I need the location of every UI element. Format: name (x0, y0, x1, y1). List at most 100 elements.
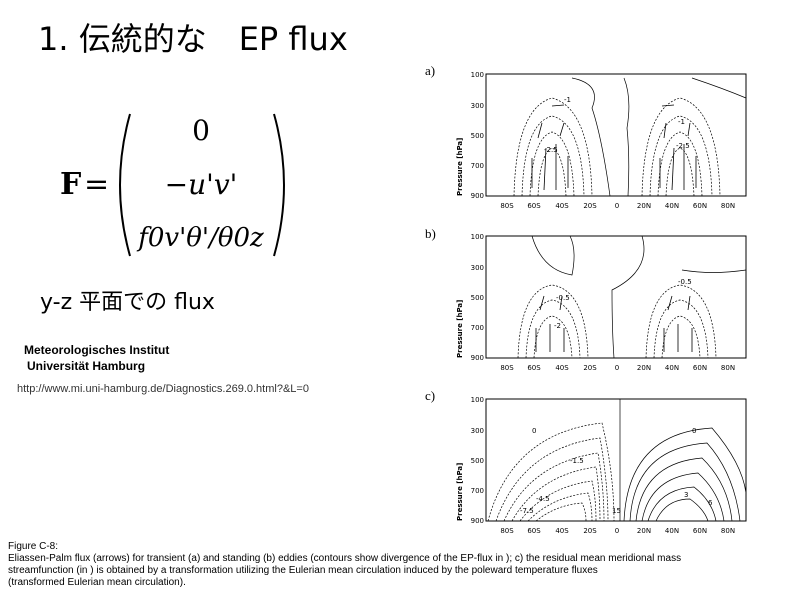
institute-name: Meteorologisches Institut (24, 343, 170, 357)
equation-row-2: −u'v' (165, 168, 238, 201)
ytick: 900 (471, 354, 484, 362)
x-ticks: 80S 60S 40S 20S 0 20N 40N 60N 80N (500, 202, 735, 210)
arrow (551, 104, 565, 107)
x-ticks: 80S 60S 40S 20S 0 20N 40N 60N 80N (500, 527, 735, 535)
contour (495, 437, 609, 522)
slide-title: 1. 伝統的な EP flux (38, 20, 348, 58)
contours (513, 97, 721, 197)
right-paren (273, 113, 285, 257)
contour (645, 284, 717, 359)
xtick: 40N (665, 202, 679, 210)
caption-line: streamfunction (in ) is obtained by a tr… (8, 565, 598, 576)
panel-b-plot: Pressure [hPa] 100 300 500 700 900 80S 6… (456, 233, 747, 372)
xtick: 80N (721, 527, 735, 535)
left-paren (119, 113, 131, 257)
contour-label: 0 (692, 427, 696, 435)
contour-label: 6 (708, 499, 713, 507)
contour-label: 0 (532, 427, 536, 435)
ytick: 900 (471, 517, 484, 525)
contour (535, 502, 587, 522)
xtick: 80N (721, 364, 735, 372)
contours (517, 284, 717, 359)
xtick: 80S (500, 364, 514, 372)
equation-row-3: f0v'θ'/θ0z (136, 223, 264, 253)
xtick: 60N (693, 527, 707, 535)
equation-lhs: F (60, 167, 81, 202)
xtick: 40S (555, 364, 569, 372)
figure-caption: Figure C-8: Eliassen-Palm flux (arrows) … (8, 541, 798, 589)
contour (655, 498, 709, 522)
contours-solid (571, 77, 747, 197)
contour-label: -2.5 (544, 146, 558, 154)
contours-solid (531, 235, 747, 359)
ytick: 900 (471, 192, 484, 200)
contour (641, 97, 721, 197)
contour (533, 315, 573, 359)
xtick: 20N (637, 527, 651, 535)
arrow (671, 147, 675, 191)
panel-a-label: a) (425, 63, 436, 78)
contour-label: -7.5 (520, 507, 534, 515)
ep-flux-equation: F = 0 −u'v' f0v'θ'/θ0z (60, 113, 285, 257)
ytick: 500 (471, 294, 484, 302)
contours (487, 422, 615, 522)
ytick: 500 (471, 132, 484, 140)
xtick: 0 (615, 364, 619, 372)
xtick: 60S (527, 527, 541, 535)
arrow (537, 122, 543, 139)
contour (521, 115, 585, 197)
xtick: 40S (555, 527, 569, 535)
y-ticks: 100 300 500 700 900 (471, 71, 484, 200)
xtick: 20S (583, 364, 597, 372)
arrow (663, 122, 667, 139)
contour (611, 235, 645, 359)
contour (531, 235, 575, 276)
y-axis-label: Pressure [hPa] (456, 300, 464, 358)
arrow (667, 295, 673, 311)
panel-a-plot: Pressure [hPa] 100 300 500 700 900 80S 6… (456, 71, 747, 210)
xtick: 60S (527, 364, 541, 372)
contour-labels: -0.5 -0.5 -2 (554, 278, 692, 330)
contour (527, 492, 593, 522)
ep-flux-arrows (535, 295, 693, 352)
contour (691, 77, 747, 99)
x-ticks: 80S 60S 40S 20S 0 20N 40N 60N 80N (500, 364, 735, 372)
arrow (539, 295, 545, 311)
contour (649, 115, 713, 197)
ytick: 700 (471, 162, 484, 170)
caption-line: Eliassen-Palm flux (arrows) for transien… (8, 553, 682, 564)
contour (503, 452, 605, 522)
contour (571, 77, 611, 197)
contour-label: -2 (554, 322, 561, 330)
contour (529, 131, 575, 197)
contour (511, 466, 601, 522)
ytick: 300 (471, 102, 484, 110)
contour-label: -0.5 (556, 294, 570, 302)
contour (647, 486, 717, 522)
xtick: 60S (527, 202, 541, 210)
contour-label: -2.5 (676, 142, 690, 150)
xtick: 20N (637, 202, 651, 210)
contour (537, 147, 567, 197)
equation-equals: = (84, 167, 109, 202)
source-url[interactable]: http://www.mi.uni-hamburg.de/Diagnostics… (17, 383, 309, 395)
ytick: 100 (471, 71, 484, 79)
xtick: 80S (500, 202, 514, 210)
contour (661, 315, 701, 359)
equation-row-1: 0 (192, 114, 210, 147)
ep-flux-arrows (531, 104, 697, 191)
contour-label: 3 (684, 491, 688, 499)
contour (635, 457, 733, 522)
contours-solid (619, 399, 747, 522)
plot-frame (485, 398, 747, 522)
y-axis-label: Pressure [hPa] (456, 463, 464, 521)
arrow (687, 295, 691, 311)
panel-c-label: c) (425, 388, 436, 403)
ytick: 100 (471, 233, 484, 241)
xtick: 80S (500, 527, 514, 535)
ytick: 100 (471, 396, 484, 404)
caption-line: Figure C-8: (8, 541, 59, 552)
contour (623, 77, 630, 197)
contour (623, 427, 747, 522)
contour-label: 15 (612, 507, 621, 515)
